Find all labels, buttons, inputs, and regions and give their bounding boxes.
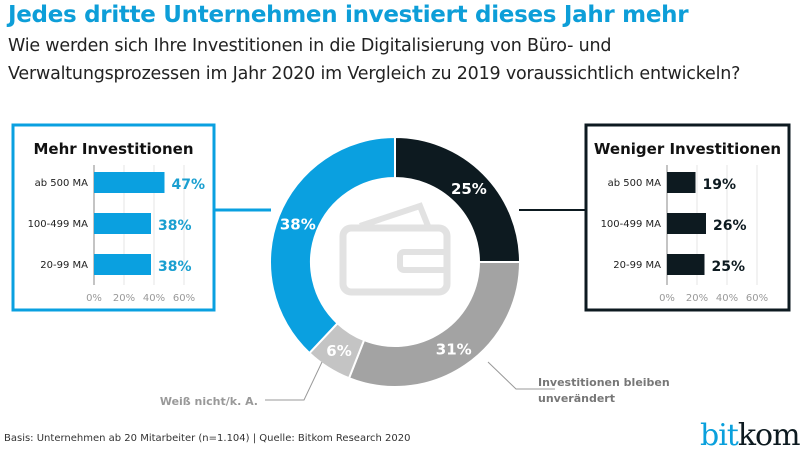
footer-source: Basis: Unternehmen ab 20 Mitarbeiter (n=… [4, 433, 411, 444]
slice-label: 25% [451, 180, 487, 198]
wallet-icon-flap [359, 202, 431, 229]
weniger-panel-title: Weniger Investitionen [594, 140, 781, 158]
leader-line [265, 361, 323, 401]
value-label: 19% [703, 177, 737, 193]
tick-label: 40% [143, 293, 165, 304]
tick-label: 0% [659, 293, 675, 304]
donut-slice-1 [394, 135, 522, 263]
tick-label: 60% [173, 293, 195, 304]
leader-line [487, 361, 555, 390]
tick-label: 0% [86, 293, 102, 304]
wallet-icon-clasp [397, 249, 450, 273]
bar-ab-500-MA [94, 172, 165, 193]
chart-title: Jedes dritte Unternehmen investiert dies… [8, 2, 689, 28]
logo-part1: bit [700, 418, 739, 453]
category-label: ab 500 MA [35, 178, 89, 189]
subtitle-line-1: Wie werden sich Ihre Investitionen in di… [8, 36, 612, 56]
tick-label: 20% [113, 293, 135, 304]
slice-label: 31% [436, 340, 472, 358]
category-label: 20-99 MA [40, 260, 88, 271]
bar-100-499-MA [667, 213, 706, 234]
value-label: 38% [158, 259, 192, 275]
annotation-weiss-nicht: Weiß nicht/k. A. [160, 395, 258, 408]
tick-label: 40% [716, 293, 738, 304]
donut-slice-2 [347, 261, 522, 388]
subtitle-line-2: Verwaltungsprozessen im Jahr 2020 im Ver… [8, 64, 741, 84]
bar-100-499-MA [94, 213, 151, 234]
annotation-unveraendert-1: Investitionen bleiben [538, 376, 670, 389]
donut-slice-4 [269, 135, 396, 355]
tick-label: 20% [686, 293, 708, 304]
category-label: ab 500 MA [608, 178, 662, 189]
bar-20-99-MA [94, 254, 151, 275]
tick-label: 60% [746, 293, 768, 304]
annotation-unveraendert-2: unverändert [538, 392, 615, 405]
category-label: 100-499 MA [28, 219, 89, 230]
category-label: 20-99 MA [613, 260, 661, 271]
category-label: 100-499 MA [601, 219, 662, 230]
logo-part2: kom [737, 418, 800, 453]
value-label: 26% [713, 218, 747, 234]
bar-ab-500-MA [667, 172, 696, 193]
value-label: 25% [712, 259, 746, 275]
bitkom-logo: bitkom [700, 418, 800, 453]
value-label: 47% [172, 177, 206, 193]
slice-label: 38% [280, 216, 316, 234]
mehr-panel-title: Mehr Investitionen [34, 140, 194, 158]
bar-20-99-MA [667, 254, 705, 275]
value-label: 38% [158, 218, 192, 234]
slice-label: 6% [326, 342, 351, 360]
wallet-icon [339, 224, 451, 296]
